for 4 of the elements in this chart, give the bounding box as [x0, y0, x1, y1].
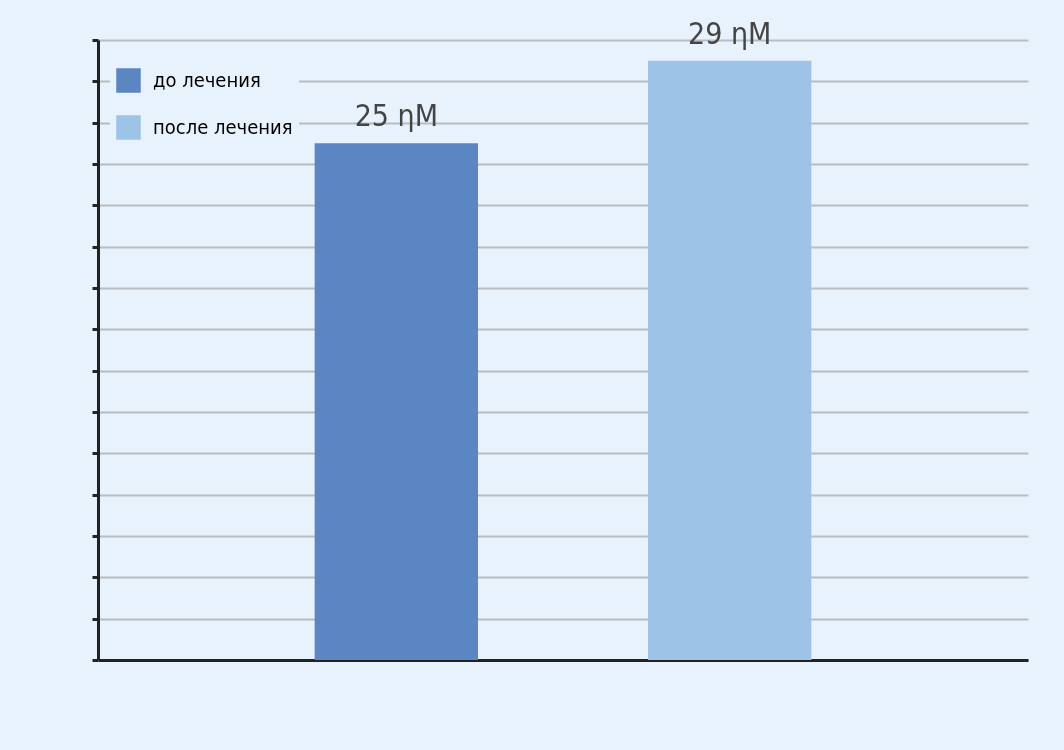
- legend-label: после лечения: [153, 114, 293, 139]
- legend-label: до лечения: [153, 67, 261, 92]
- data-label: 25 ηM: [354, 98, 438, 134]
- data-label: 29 ηM: [688, 15, 772, 51]
